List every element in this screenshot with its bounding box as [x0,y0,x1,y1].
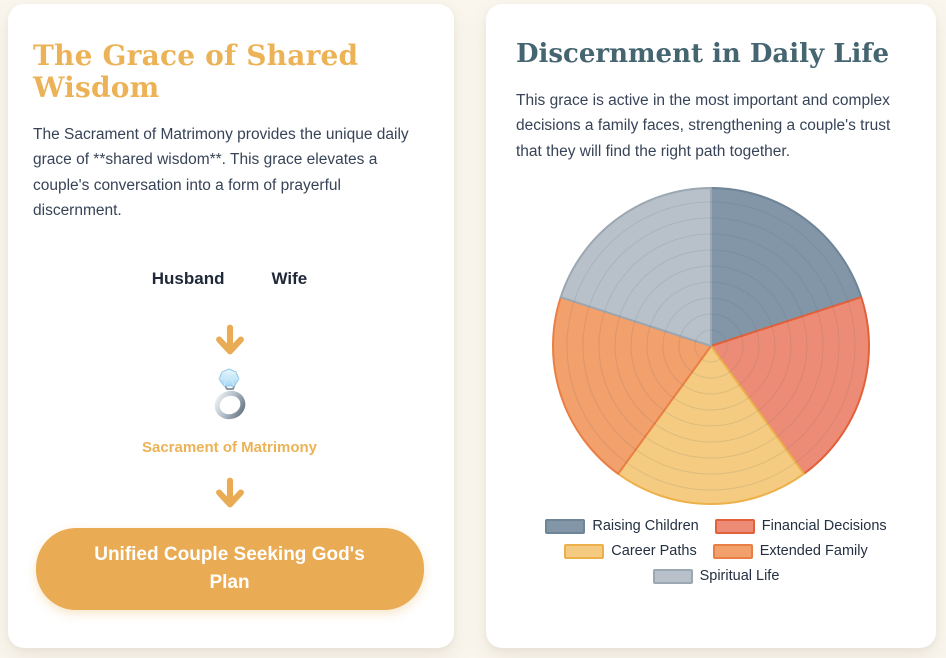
legend-item-extended-family[interactable]: Extended Family [712,543,868,560]
right-card-body: This grace is active in the most importa… [516,91,891,160]
legend-label: Financial Decisions [761,518,887,535]
card-discernment-in-daily-life: Discernment in Daily Life This grace is … [486,4,936,648]
polar-gridline [630,265,792,427]
pie-slice-3[interactable] [552,296,712,475]
sacrament-of-matrimony-label: Sacrament of Matrimony [141,439,318,457]
polar-gridline [694,329,728,363]
extended-family-swatch [712,543,753,559]
engagement-ring-icon [214,368,245,420]
raising-children-swatch [545,518,586,534]
pie-slice-4[interactable] [559,187,712,348]
legend-label: Spiritual Life [699,568,780,585]
pie-slice-1[interactable] [710,296,870,475]
polar-gridline [582,217,840,475]
polar-gridline [646,281,776,411]
down-arrow-icon [215,478,244,508]
pie-chart[interactable] [551,186,871,506]
ring-icon-wrap [205,367,255,425]
legend-item-raising-children[interactable]: Raising Children [545,518,699,535]
legend-item-spiritual-life[interactable]: Spiritual Life [652,568,780,585]
spiritual-life-swatch [652,568,693,584]
legend-item-financial-decisions[interactable]: Financial Decisions [714,518,887,535]
polar-gridline [662,297,760,395]
right-card-title: Discernment in Daily Life [516,39,890,69]
polar-gridline [598,233,824,459]
legend-label: Career Paths [611,543,697,560]
legend-label: Extended Family [759,543,868,560]
unified-couple-button[interactable]: Unified Couple Seeking God's Plan [35,528,424,610]
polar-gridline [614,249,808,443]
left-card-title: The Grace of Shared Wisdom [33,39,359,104]
matrimony-flow-diagram: Husband Wife [33,269,426,610]
chart-legend: Raising Children Financial Decisions Car… [516,518,916,584]
wife-label: Wife [271,269,308,289]
legend-item-career-paths[interactable]: Career Paths [564,543,697,560]
husband-label: Husband [151,269,225,289]
card-grace-of-shared-wisdom: The Grace of Shared Wisdom The Sacrament… [8,4,454,648]
spouses-row: Husband Wife [152,269,307,289]
career-paths-swatch [564,543,605,559]
pie-slice-0[interactable] [710,187,863,348]
polar-gridline [566,201,856,491]
down-arrow-icon [215,325,244,355]
financial-decisions-swatch [714,518,755,534]
legend-label: Raising Children [592,518,699,535]
pie-slice-2[interactable] [617,345,805,506]
left-card-body: The Sacrament of Matrimony provides the … [33,125,409,220]
polar-gridline [678,313,744,379]
